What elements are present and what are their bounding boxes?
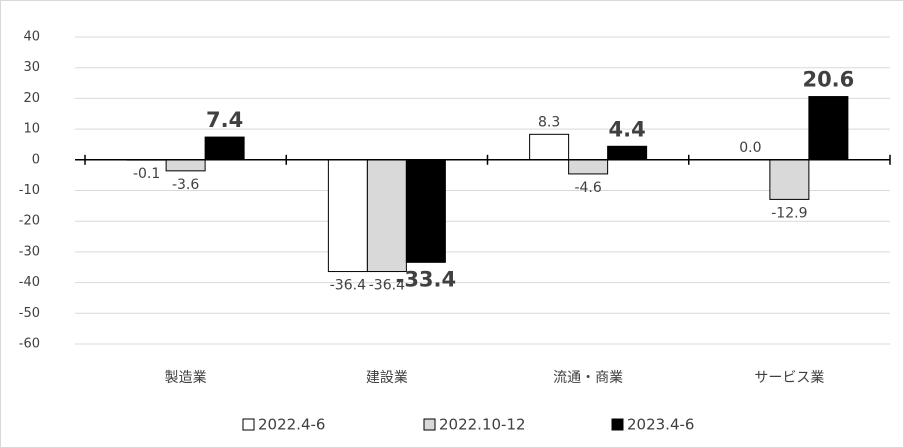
bar (607, 145, 648, 161)
y-tick-label: 20 (23, 91, 40, 106)
x-tick-label: サービス業 (754, 370, 824, 386)
x-tick-label: 建設業 (366, 370, 408, 386)
y-tick-label: -50 (19, 306, 40, 321)
y-tick-label: -10 (19, 183, 40, 198)
legend-label: 2022.10-12 (439, 416, 526, 434)
bar (529, 133, 570, 161)
bar (204, 136, 245, 161)
x-tick-label: 流通・商業 (553, 370, 623, 386)
data-label: -4.6 (574, 180, 601, 196)
data-label: -3.6 (172, 177, 199, 193)
data-label: -36.4 (369, 278, 405, 294)
legend-swatch (611, 418, 624, 431)
bar (405, 159, 446, 263)
data-label: 20.6 (802, 68, 854, 92)
data-label: -33.4 (396, 267, 457, 291)
data-label: 0.0 (739, 140, 761, 156)
y-tick-label: 30 (23, 60, 40, 75)
bar (366, 159, 407, 273)
legend-label: 2022.4-6 (258, 416, 325, 434)
bar (327, 159, 368, 273)
data-label: -0.1 (133, 166, 160, 182)
y-tick-label: 40 (23, 30, 40, 45)
legend-swatch (242, 418, 255, 431)
data-label: 8.3 (538, 114, 560, 130)
y-tick-label: 0 (32, 152, 40, 167)
x-tick-label: 製造業 (165, 370, 207, 386)
y-tick-label: -40 (19, 275, 40, 290)
data-label: -12.9 (771, 205, 807, 221)
y-tick-label: -30 (19, 244, 40, 259)
data-label: 7.4 (206, 108, 243, 132)
bar (165, 159, 206, 172)
bar (568, 159, 609, 175)
bar (769, 159, 810, 200)
data-label: -36.4 (330, 278, 366, 294)
legend-swatch (423, 418, 436, 431)
legend-label: 2023.4-6 (627, 416, 694, 434)
bar (808, 96, 849, 161)
y-tick-label: 10 (23, 122, 40, 137)
y-tick-label: -60 (19, 337, 40, 352)
y-tick-label: -20 (19, 214, 40, 229)
data-label: 4.4 (609, 117, 646, 141)
